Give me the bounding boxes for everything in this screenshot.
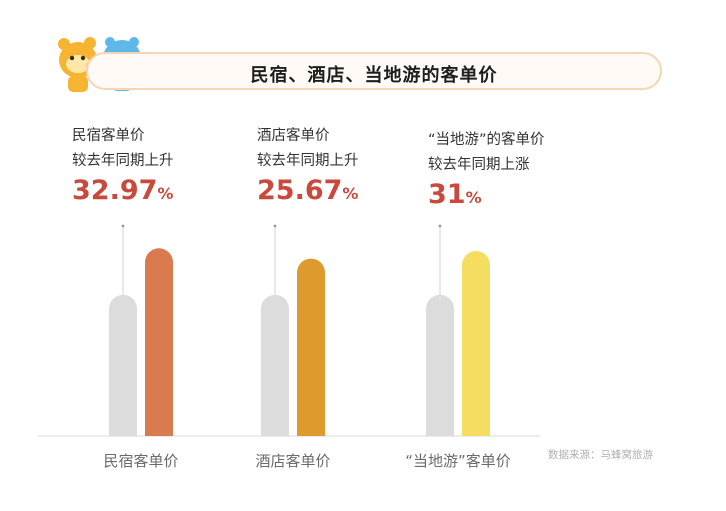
callout-line1: 民宿客单价 (72, 128, 145, 144)
leader-dot (273, 224, 277, 228)
bar-last-year (261, 294, 289, 436)
bar-this-year (145, 248, 173, 436)
callout-line1: “当地游”的客单价 (428, 132, 545, 148)
yellow-mascot-icon (58, 37, 97, 92)
chart-title: 民宿、酒店、当地游的客单价 (250, 65, 498, 86)
callout-hotel: 酒店客单价 较去年同期上升 25.67% (257, 124, 359, 208)
source-note: 数据来源：马蜂窝旅游 (548, 449, 653, 461)
callout-line2: 较去年同期上升 (257, 153, 359, 169)
bar-last-year (109, 294, 137, 436)
callout-value: 32.97 (72, 175, 158, 206)
callout-unit: % (342, 184, 359, 203)
callout-homestay: 民宿客单价 较去年同期上升 32.97% (72, 124, 174, 208)
title-banner: 民宿、酒店、当地游的客单价 (86, 52, 662, 90)
leader-dot (438, 224, 442, 228)
bar-last-year (426, 294, 454, 436)
callout-unit: % (157, 184, 174, 203)
callout-value: 25.67 (257, 175, 343, 206)
callout-line2: 较去年同期上涨 (428, 157, 530, 173)
callout-unit: % (465, 188, 482, 207)
callout-local-tour: “当地游”的客单价 较去年同期上涨 31% (428, 128, 545, 212)
x-tick-label: 民宿客单价 (103, 452, 178, 470)
callout-value: 31 (428, 179, 466, 210)
leader-dot (121, 224, 125, 228)
callout-line1: 酒店客单价 (257, 128, 330, 144)
callout-line2: 较去年同期上升 (72, 153, 174, 169)
bar-this-year (462, 251, 490, 436)
x-tick-label: “当地游”客单价 (405, 452, 511, 470)
x-tick-label: 酒店客单价 (255, 452, 330, 470)
bar-this-year (297, 258, 325, 436)
